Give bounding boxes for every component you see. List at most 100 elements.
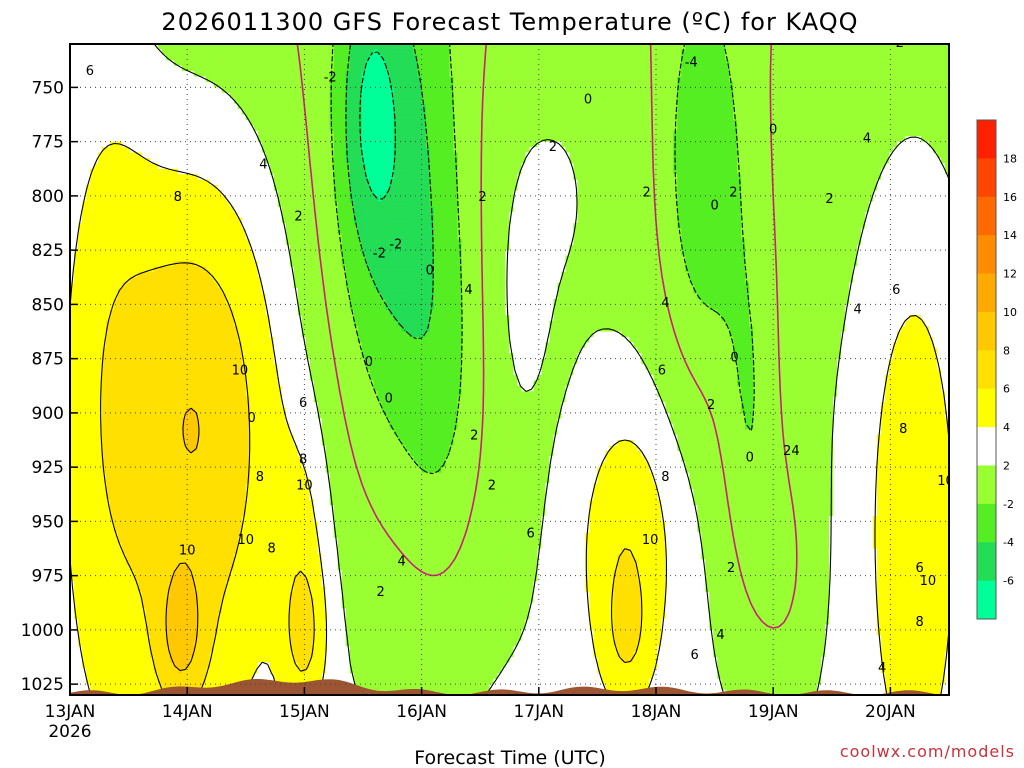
colorbar-swatch <box>977 427 996 466</box>
contour-label: 2 <box>478 190 486 205</box>
contour-label: 10 <box>937 474 954 489</box>
contour-label: 2 <box>707 398 715 413</box>
contour-label: 0 <box>584 92 592 107</box>
colorbar-frame <box>976 119 997 620</box>
contour-line-0 <box>296 44 798 629</box>
contour-label: 10 <box>920 574 937 589</box>
colorbar-label: 8 <box>1003 344 1010 357</box>
colorbar: -6 -4 -2 2 4 6 8 10 12 14 16 18 <box>976 119 1017 620</box>
contour-label: 8 <box>299 453 307 468</box>
contour-label: 10 <box>642 533 659 548</box>
x-tick-label: 14JAN <box>162 702 213 722</box>
colorbar-swatch <box>977 158 996 198</box>
contour-label: 0 <box>426 264 434 279</box>
contour-label: 4 <box>716 628 724 643</box>
y-axis: 750 775 800 825 850 875 900 925 950 975 1000 1025 <box>21 78 78 695</box>
zero-degree-contours <box>296 44 798 629</box>
colorbar-label: -2 <box>1003 498 1014 511</box>
contour-line-4 <box>70 142 949 695</box>
contour-label: 4 <box>464 283 472 298</box>
colorbar-swatch <box>977 273 996 313</box>
x-tick-label: 18JAN <box>631 702 682 722</box>
x-tick-label: 20JAN <box>865 702 916 722</box>
contour-label: 6 <box>526 526 534 541</box>
colorbar-swatch <box>977 542 996 582</box>
contour-label: 8 <box>916 615 924 630</box>
contour-label: 2 <box>470 429 478 444</box>
x-tick-label: 19JAN <box>748 702 799 722</box>
contour-line--6 <box>359 51 396 200</box>
colorbar-label: 12 <box>1003 268 1017 281</box>
contour-label: 10 <box>179 544 196 559</box>
y-tick-label: 800 <box>32 187 64 207</box>
y-tick-label: 975 <box>32 567 64 587</box>
contour-label: 6 <box>86 64 94 79</box>
x-tick-label: 17JAN <box>513 702 564 722</box>
contour-labels: 68100810810426810-2-2-200024222462024681… <box>86 36 954 676</box>
y-tick-label: 925 <box>32 458 64 478</box>
colorbar-swatch <box>977 350 996 390</box>
colorbar-label: 6 <box>1003 383 1010 396</box>
contour-label: 2 <box>727 561 735 576</box>
x-axis-title: Forecast Time (UTC) <box>414 747 605 768</box>
colorbar-swatch <box>977 580 996 620</box>
contour-label: -4 <box>685 55 698 70</box>
x-tick-label: 13JAN <box>45 702 96 722</box>
contour-label: 2 <box>294 209 302 224</box>
contour-label: 2 <box>896 36 904 51</box>
colorbar-label: -4 <box>1003 536 1014 549</box>
y-tick-label: 775 <box>32 133 64 153</box>
terrain-surface <box>70 679 949 695</box>
contour-label: 4 <box>853 303 861 318</box>
colorbar-swatch <box>977 503 996 543</box>
contour-label: 0 <box>385 392 393 407</box>
contour-label: 8 <box>267 541 275 556</box>
contour-label: 4 <box>259 157 267 172</box>
contour-label: 8 <box>256 470 264 485</box>
x-tick-label: 15JAN <box>279 702 330 722</box>
contour-label: 10 <box>296 479 313 494</box>
colorbar-label: 2 <box>1003 460 1010 473</box>
contour-line--4 <box>345 44 434 340</box>
contour-label: 0 <box>248 411 256 426</box>
contour-label: 0 <box>710 199 718 214</box>
contour-label: 6 <box>916 561 924 576</box>
colorbar-swatch <box>977 235 996 274</box>
y-tick-label: 900 <box>32 404 64 424</box>
colorbar-label: 14 <box>1003 229 1017 242</box>
colorbar-swatch <box>977 196 996 236</box>
contour-line-8 <box>165 407 200 672</box>
colorbar-swatch <box>977 120 996 159</box>
contour-label: 8 <box>661 470 669 485</box>
plot-area: 68100810810426810-2-2-200024222462024681… <box>70 36 954 695</box>
y-tick-label: 1000 <box>21 621 64 641</box>
contour-label: 0 <box>746 450 754 465</box>
y-tick-label: 850 <box>32 295 64 315</box>
colorbar-label: 4 <box>1003 421 1010 434</box>
contour-label: 2 <box>642 186 650 201</box>
contour-label: 4 <box>398 555 406 570</box>
contour-label: 10 <box>232 364 249 379</box>
colorbar-swatch <box>977 465 996 505</box>
y-tick-label: 750 <box>32 78 64 98</box>
contour-label: 4 <box>878 661 886 676</box>
contour-label: 6 <box>892 283 900 298</box>
y-tick-label: 875 <box>32 350 64 370</box>
colorbar-label: 18 <box>1003 152 1017 165</box>
colorbar-label: -6 <box>1003 575 1014 588</box>
x-tick-label: 16JAN <box>396 702 447 722</box>
contour-label: 2 <box>549 140 557 155</box>
contour-label: 2 <box>783 444 791 459</box>
contour-label: -2 <box>324 71 337 86</box>
grid-lines <box>70 44 949 695</box>
x-axis: 13JAN 14JAN 15JAN 16JAN 17JAN 18JAN 19JAN 20JAN… <box>45 687 916 742</box>
contour-label: 4 <box>791 444 799 459</box>
contour-label: -2 <box>389 238 402 253</box>
contour-label: 8 <box>899 422 907 437</box>
contour-label: 10 <box>238 533 255 548</box>
y-tick-label: 950 <box>32 512 64 532</box>
colorbar-swatch <box>977 311 996 351</box>
y-tick-label: 825 <box>32 241 64 261</box>
contour-label: 2 <box>729 186 737 201</box>
contour-label: 0 <box>730 351 738 366</box>
